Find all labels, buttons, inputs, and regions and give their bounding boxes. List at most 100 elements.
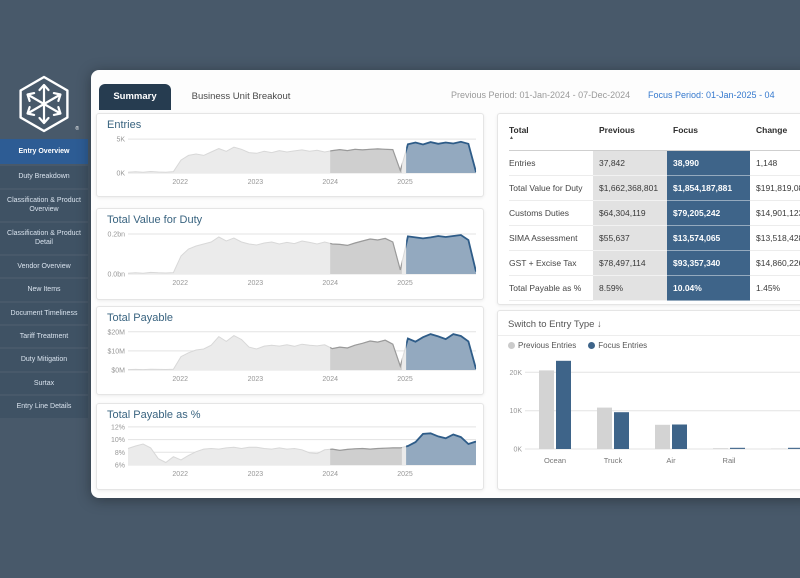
svg-text:Truck: Truck (604, 456, 623, 465)
sidebar-item-surtax[interactable]: Surtax (0, 372, 88, 395)
svg-text:2024: 2024 (322, 471, 338, 478)
sidebar-item-entry-line-details[interactable]: Entry Line Details (0, 396, 88, 418)
entry-type-bar-chart[interactable]: 0K 10K 20K Ocean Truck Air Rail (498, 351, 800, 488)
svg-text:2023: 2023 (248, 179, 264, 186)
entries-chart-title: Entries (107, 119, 142, 131)
table-cell-previous: $78,497,114 (593, 251, 667, 276)
svg-text:2022: 2022 (172, 179, 188, 186)
sidebar-item-duty-breakdown[interactable]: Duty Breakdown (0, 166, 88, 188)
table-cell-previous: $1,662,368,801 (593, 176, 667, 201)
svg-text:0.0bn: 0.0bn (107, 272, 125, 279)
svg-text:$10M: $10M (107, 348, 125, 355)
tab-summary[interactable]: Summary (99, 84, 171, 110)
svg-text:Rail: Rail (723, 456, 736, 465)
svg-text:2022: 2022 (172, 376, 188, 383)
table-row-label: Entries (509, 151, 593, 176)
entries-area-chart[interactable]: 0K 5K 2022 2023 2024 2025 (97, 131, 483, 194)
tab-business-unit-breakout[interactable]: Business Unit Breakout (191, 91, 291, 102)
table-cell-focus: $93,357,340 (667, 251, 750, 276)
sort-ascending-icon[interactable]: ▲ (509, 135, 514, 141)
table-cell-change: $14,901,123 (750, 201, 800, 226)
registered-mark: ® (75, 126, 79, 132)
svg-text:6%: 6% (115, 463, 125, 470)
total-payable-chart-panel: Total Payable $0M $10M $20M 2022 2023 2024 202… (96, 306, 484, 395)
svg-text:2022: 2022 (172, 471, 188, 478)
value-for-duty-area-chart[interactable]: 0.0bn 0.2bn 2022 2023 2024 2025 (97, 226, 483, 295)
svg-text:2025: 2025 (397, 471, 413, 478)
table-cell-change: $14,860,226 (750, 251, 800, 276)
sidebar-item-tariff-treatment[interactable]: Tariff Treatment (0, 325, 88, 348)
svg-text:2024: 2024 (322, 280, 338, 287)
svg-text:0.2bn: 0.2bn (107, 232, 125, 239)
sidebar-item-vendor-overview[interactable]: Vendor Overview (0, 255, 88, 278)
total-payable-area-chart[interactable]: $0M $10M $20M 2022 2023 2024 2025 (97, 324, 483, 391)
svg-text:20K: 20K (510, 370, 523, 377)
total-payable-pct-chart-panel: Total Payable as % 6% 8% 10% 12% 2022 2023 202… (96, 403, 484, 490)
dashboard-card: Summary Business Unit Breakout Previous … (91, 70, 800, 498)
svg-text:2023: 2023 (248, 471, 264, 478)
value-for-duty-chart-panel: Total Value for Duty 0.0bn 0.2bn 2022 2023 2… (96, 208, 484, 300)
svg-text:0K: 0K (116, 171, 125, 178)
legend-item-focus-entries[interactable]: Focus Entries (588, 341, 647, 350)
table-cell-focus: $1,854,187,881 (667, 176, 750, 201)
svg-text:2025: 2025 (397, 280, 413, 287)
table-cell-focus: 10.04% (667, 276, 750, 301)
sidebar-item-document-timeliness[interactable]: Document Timeliness (0, 302, 88, 324)
table-cell-change: $13,518,428 (750, 226, 800, 251)
summary-table-panel: Total ▲ Previous Focus Change Entries 37… (497, 113, 800, 305)
sidebar-item-classification-product-overview[interactable]: Classification & Product Overview (0, 189, 88, 221)
switch-to-entry-type-control[interactable]: Switch to Entry Type ↓ (498, 311, 800, 336)
svg-text:0K: 0K (513, 447, 522, 454)
table-cell-previous: $55,637 (593, 226, 667, 251)
table-cell-focus: 38,990 (667, 151, 750, 176)
entries-chart-panel: Entries 0K 5K 2022 2023 2024 2025 (96, 113, 484, 197)
sidebar: ® Entry Overview Duty Breakdown Classifi… (0, 0, 88, 578)
svg-text:2022: 2022 (172, 280, 188, 287)
svg-text:2023: 2023 (248, 376, 264, 383)
bar-chart-legend: Previous Entries Focus Entries (498, 336, 800, 351)
legend-item-previous-entries[interactable]: Previous Entries (508, 341, 576, 350)
table-cell-previous: 37,842 (593, 151, 667, 176)
svg-text:2023: 2023 (248, 280, 264, 287)
sidebar-item-classification-product-detail[interactable]: Classification & Product Detail (0, 222, 88, 254)
svg-text:5K: 5K (116, 137, 125, 144)
total-payable-pct-area-chart[interactable]: 6% 8% 10% 12% 2022 2023 2024 2025 (97, 421, 483, 486)
svg-text:2024: 2024 (322, 179, 338, 186)
table-row-label: SIMA Assessment (509, 226, 593, 251)
previous-period-label: Previous Period: 01-Jan-2024 - 07-Dec-20… (451, 90, 631, 100)
svg-text:2025: 2025 (397, 179, 413, 186)
svg-text:Air: Air (666, 456, 676, 465)
total-payable-chart-title: Total Payable (107, 312, 174, 324)
svg-text:Ocean: Ocean (544, 456, 566, 465)
hexagon-arrows-logo-icon: ® (14, 74, 79, 136)
svg-text:10%: 10% (111, 437, 125, 444)
table-cell-focus: $79,205,242 (667, 201, 750, 226)
table-row-label: Total Payable as % (509, 276, 593, 301)
focus-series-dot-icon (588, 342, 596, 349)
table-cell-focus: $13,574,065 (667, 226, 750, 251)
sidebar-item-duty-mitigation[interactable]: Duty Mitigation (0, 349, 88, 371)
table-cell-previous: $64,304,119 (593, 201, 667, 226)
table-row-label: GST + Excise Tax (509, 251, 593, 276)
table-row-label: Total Value for Duty (509, 176, 593, 201)
svg-text:10K: 10K (510, 408, 523, 415)
previous-series-dot-icon (508, 342, 515, 349)
column-header-previous[interactable]: Previous (593, 120, 667, 151)
table-cell-change: 1,148 (750, 151, 800, 176)
sidebar-item-entry-overview[interactable]: Entry Overview (0, 139, 88, 165)
value-for-duty-chart-title: Total Value for Duty (107, 214, 203, 226)
entry-type-bar-panel: Switch to Entry Type ↓ Previous Entries … (497, 310, 800, 490)
table-cell-previous: 8.59% (593, 276, 667, 301)
column-header-focus[interactable]: Focus (667, 120, 750, 151)
table-cell-change: 1.45% (750, 276, 800, 301)
svg-text:2024: 2024 (322, 376, 338, 383)
summary-table: Total ▲ Previous Focus Change Entries 37… (498, 114, 800, 301)
column-header-total[interactable]: Total ▲ (509, 120, 593, 151)
total-payable-pct-chart-title: Total Payable as % (107, 409, 201, 421)
focus-period-label: Focus Period: 01-Jan-2025 - 04 (648, 90, 775, 100)
sidebar-item-new-items[interactable]: New Items (0, 279, 88, 301)
sidebar-nav: Entry Overview Duty Breakdown Classifica… (0, 139, 88, 420)
svg-text:8%: 8% (115, 450, 125, 457)
column-header-change[interactable]: Change (750, 120, 800, 151)
svg-text:$20M: $20M (107, 329, 125, 336)
